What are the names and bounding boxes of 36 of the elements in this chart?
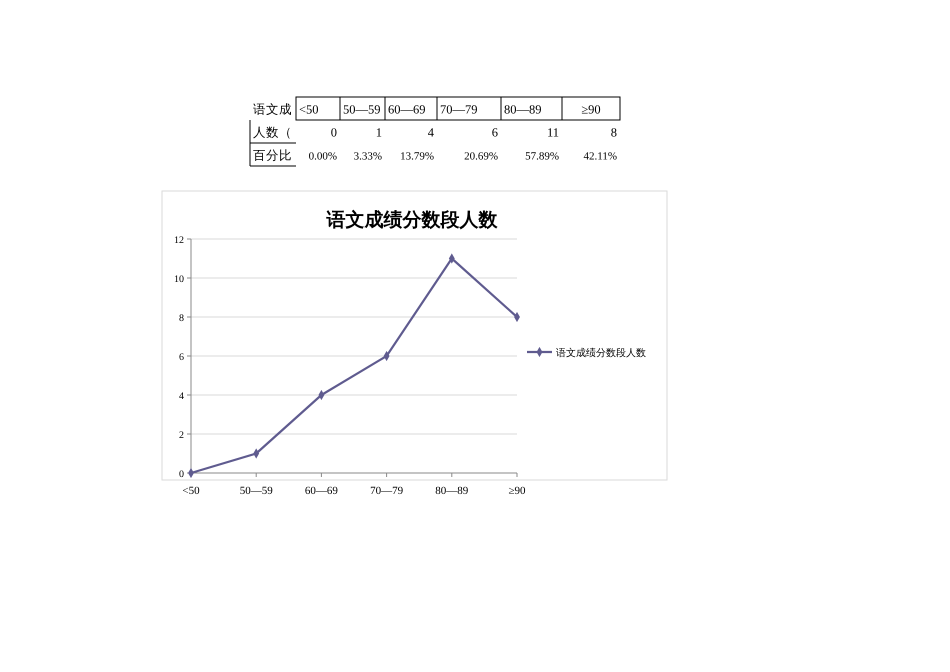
text: 42.11% [583,150,617,162]
text: 57.89% [525,150,559,162]
category-label: 70—79 [440,102,478,116]
y-tick-label: 4 [179,391,184,402]
text: 0 [330,126,337,140]
x-tick-label: ≥90 [508,485,526,497]
text: 6 [492,126,498,140]
y-tick-label: 6 [179,352,184,363]
x-tick-label: 70—79 [370,485,404,497]
text: 4 [428,126,435,140]
y-tick-label: 10 [174,274,184,285]
text: 13.79% [400,150,434,162]
x-tick-label: 80—89 [435,485,469,497]
category-label: ≥90 [581,102,601,116]
text: 3.33% [354,150,382,162]
text: 20.69% [464,150,498,162]
chart-title: 语文成绩分数段人数 [326,209,498,231]
text: 人数（ [253,126,292,140]
category-label: 80—89 [504,102,542,116]
legend-label: 语文成绩分数段人数 [556,347,646,359]
text: 11 [546,126,559,140]
text: 1 [376,126,382,140]
category-label: 60—69 [388,102,426,116]
y-tick-label: 2 [179,430,184,441]
x-tick-label: <50 [182,485,200,497]
category-label: 50—59 [343,102,380,116]
text: 8 [610,126,617,140]
y-tick-label: 0 [179,469,184,480]
text: 语文成 [253,102,292,116]
category-label: <50 [299,102,319,116]
x-tick-label: 50—59 [240,485,274,497]
y-tick-label: 8 [179,313,184,324]
text: 百分比 [253,148,292,162]
x-tick-label: 60—69 [304,485,338,497]
text: 0.00% [308,150,337,162]
y-tick-label: 12 [174,235,184,246]
